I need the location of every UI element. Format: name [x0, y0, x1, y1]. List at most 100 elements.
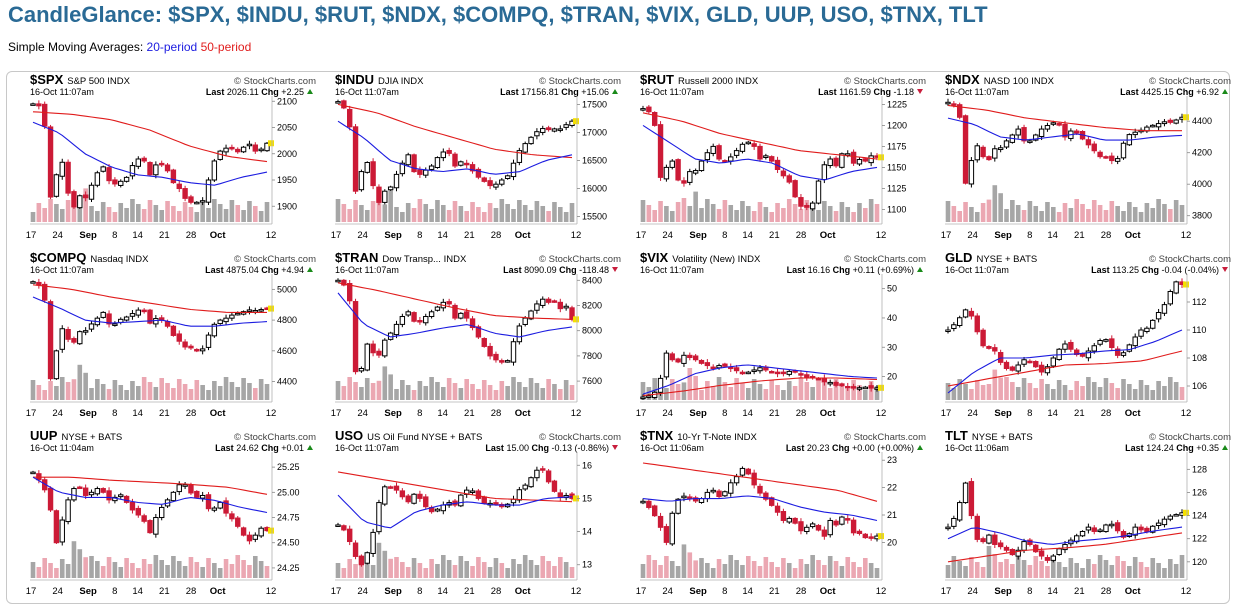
candle: [159, 504, 165, 521]
arrow-up-icon: [307, 267, 313, 272]
volume-bar: [458, 556, 464, 578]
candle: [258, 307, 264, 313]
sma-50-label[interactable]: 50-period: [200, 40, 252, 54]
volume-bar: [217, 204, 223, 222]
volume-bar: [1162, 204, 1167, 222]
volume-bar: [505, 568, 510, 578]
candle: [1126, 343, 1133, 353]
sma-20-label[interactable]: 20-period: [146, 40, 198, 54]
volume-bar: [751, 561, 757, 578]
volume-bar: [353, 564, 358, 578]
volume-bar: [1162, 386, 1167, 400]
last-chg-readout: Last 24.62 Chg +0.01: [215, 443, 304, 453]
volume-bar: [118, 385, 124, 400]
x-tick-label: 24: [967, 408, 978, 419]
chart-uup[interactable]: UUP NYSE + BATS © StockCharts.com 16-Oct 11…: [26, 428, 322, 600]
volume-bar: [969, 389, 974, 400]
x-tick-label: Sep: [994, 230, 1012, 241]
chart-tran[interactable]: $TRAN Dow Transp... INDX © StockCharts.com…: [331, 250, 627, 422]
x-tick-label: 24: [52, 408, 63, 419]
volume-bar: [980, 567, 986, 578]
chart-tnx[interactable]: $TNX 10-Yr T-Note INDX © StockCharts.com 16…: [636, 428, 932, 600]
candle: [1109, 152, 1115, 165]
x-tick-label: 28: [491, 230, 502, 241]
candle: [106, 164, 112, 185]
chart-indu[interactable]: $INDU DJIA INDX © StockCharts.com 16-Oct 11…: [331, 72, 627, 244]
x-tick-label: 21: [769, 408, 780, 419]
candle: [809, 374, 816, 380]
candle: [399, 488, 406, 500]
x-tick-label: Sep: [689, 408, 707, 419]
x-tick-label: 12: [571, 586, 582, 597]
volume-bar: [223, 209, 229, 222]
chg-label: Chg: [833, 265, 853, 275]
x-tick-label: Oct: [515, 586, 532, 597]
volume-bar: [370, 383, 376, 400]
candle: [968, 307, 975, 320]
candle: [487, 177, 493, 190]
volume-bar: [194, 212, 200, 222]
candle: [469, 316, 476, 331]
volume-bar: [851, 212, 856, 222]
volume-bar: [1010, 382, 1015, 400]
last-chg-readout: Last 124.24 Chg +0.35: [1125, 443, 1219, 453]
volume-bar: [710, 204, 716, 222]
candle: [1062, 340, 1068, 353]
candle: [382, 189, 388, 205]
volume-bar: [54, 568, 59, 578]
y-tick-label: 1150: [887, 162, 906, 172]
chart-compq[interactable]: $COMPQ Nasdaq INDX © StockCharts.com 16-Oct…: [26, 250, 322, 422]
last-chg-readout: Last 1161.59 Chg -1.18: [818, 87, 914, 97]
candle: [833, 519, 839, 527]
volume-bar: [106, 389, 112, 400]
volume-bar: [781, 558, 786, 578]
volume-bar: [130, 563, 135, 578]
volume-bar: [77, 364, 83, 400]
candle: [423, 313, 429, 326]
volume-bar: [851, 562, 856, 578]
y-tick-label: 1900: [277, 201, 297, 211]
candle: [757, 143, 763, 162]
candle: [405, 309, 411, 318]
volume-bar: [59, 209, 65, 222]
volume-bar: [728, 205, 734, 222]
y-tick-label: 112: [1192, 297, 1206, 307]
candle: [957, 102, 963, 120]
candle: [1033, 133, 1039, 142]
stockcharts-watermark: © StockCharts.com: [844, 432, 926, 443]
last-chg-readout: Last 4875.04 Chg +4.94: [205, 265, 304, 275]
chart-tlt[interactable]: TLT NYSE + BATS © StockCharts.com 16-Oct 11…: [941, 428, 1236, 600]
volume-bar: [446, 378, 452, 400]
y-tick-label: 3800: [1192, 211, 1212, 221]
volume-bar: [810, 205, 815, 222]
chart-gld[interactable]: GLD NYSE + BATS © StockCharts.com 16-Oct 11…: [941, 250, 1236, 422]
volume-bar: [1156, 199, 1161, 222]
candle: [809, 521, 816, 529]
volume-bar: [699, 208, 704, 222]
volume-bar: [400, 212, 405, 222]
volume-bar: [833, 379, 839, 400]
candle: [551, 299, 558, 303]
candle: [980, 536, 986, 544]
candle: [235, 147, 241, 154]
volume-bar: [212, 563, 217, 578]
x-tick-label: 24: [967, 230, 978, 241]
volume-bar: [36, 385, 42, 400]
y-tick-label: 126: [1192, 487, 1207, 497]
volume-bar: [341, 568, 347, 578]
candle: [59, 325, 65, 353]
candle: [188, 344, 194, 350]
volume-bar: [493, 208, 499, 222]
volume-bar: [470, 202, 475, 222]
candle: [411, 153, 417, 173]
volume-bar: [693, 376, 698, 400]
chart-rut[interactable]: $RUT Russell 2000 INDX © StockCharts.com 16…: [636, 72, 932, 244]
chart-vix[interactable]: $VIX Volatility (New) INDX © StockCharts.c…: [636, 250, 932, 422]
chart-uso[interactable]: USO US Oil Fund NYSE + BATS © StockCharts.…: [331, 428, 627, 600]
candle: [1091, 525, 1097, 535]
volume-bar: [1074, 563, 1079, 578]
volume-bar: [775, 203, 780, 222]
chart-spx[interactable]: $SPX S&P 500 INDX © StockCharts.com 16-Oct …: [26, 72, 322, 244]
chart-ndx[interactable]: $NDX NASD 100 INDX © StockCharts.com 16-Oct…: [941, 72, 1236, 244]
volume-bar: [335, 563, 341, 578]
